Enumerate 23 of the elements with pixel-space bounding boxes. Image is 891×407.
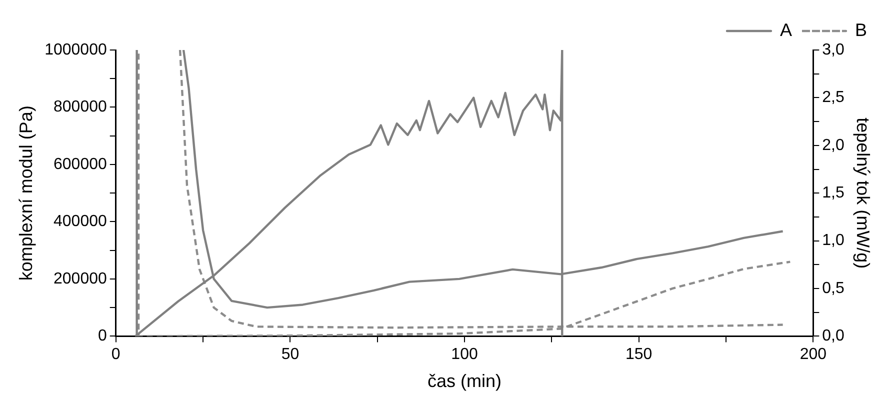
y-tick-label: 1000000 xyxy=(44,41,107,58)
y2-tick-label: 1,5 xyxy=(822,184,844,202)
y-axis-title: komplexní modul (Pa) xyxy=(16,106,36,281)
y-tick-label: 800000 xyxy=(54,98,107,116)
legend-label: B xyxy=(854,20,868,40)
x-tick-label: 150 xyxy=(625,346,652,364)
y2-tick-label: 1,0 xyxy=(822,232,844,250)
y2-tick-label: 0,0 xyxy=(822,328,844,345)
y2-axis-title: tepelný tok (mW/g) xyxy=(853,118,874,269)
y2-tick-label: 3,0 xyxy=(822,41,844,58)
x-tick-label: 0 xyxy=(111,346,120,364)
y2-tick-label: 2,0 xyxy=(822,136,844,154)
x-axis-title: čas (min) xyxy=(428,371,502,392)
x-tick-label: 100 xyxy=(451,346,478,364)
legend-label: A xyxy=(780,20,792,40)
y2-tick-label: 2,5 xyxy=(822,89,844,106)
x-tick-label: 50 xyxy=(281,346,300,364)
y-tick-label: 200000 xyxy=(54,270,107,288)
y-tick-label: 400000 xyxy=(54,213,107,230)
x-tick-label: 200 xyxy=(800,346,827,364)
y-tick-label: 600000 xyxy=(54,156,107,173)
y-tick-label: 0 xyxy=(98,328,107,345)
y2-tick-label: 0,5 xyxy=(822,280,844,297)
